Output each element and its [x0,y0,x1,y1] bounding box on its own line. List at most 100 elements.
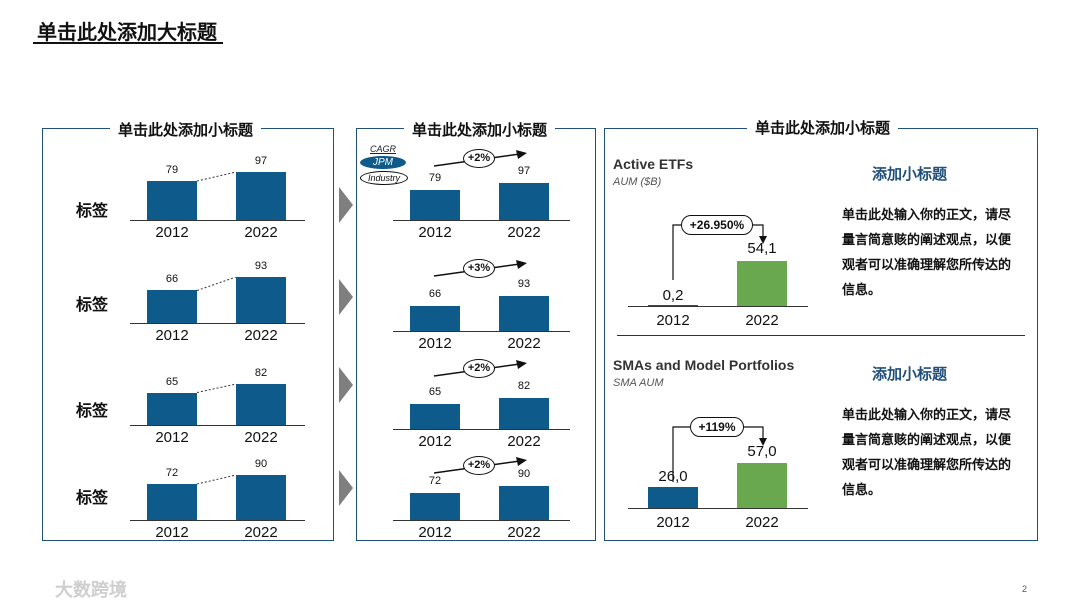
connector-line [197,384,237,393]
year-label: 2012 [656,312,690,329]
section-divider [617,335,1025,336]
section-title: Active ETFs [613,156,694,172]
value-2012: 79 [428,171,442,184]
value-2022: 93 [254,259,268,272]
year-label: 2022 [244,429,278,446]
bar-2022 [499,397,549,429]
section-subtitle: SMA AUM [613,377,664,389]
value-2012: 65 [428,386,442,399]
year-label: 2022 [507,433,541,450]
value-2012: 72 [165,467,179,479]
axis-line [628,306,808,307]
left-panel-title: 单击此处添加小标题 [110,119,262,140]
year-label: 2012 [155,224,189,241]
value-2022: 93 [517,277,531,290]
year-label: 2022 [745,312,779,329]
year-label: 2012 [155,429,189,446]
year-label: 2012 [155,524,189,541]
bar-2012 [648,487,698,508]
axis-line [130,323,305,324]
value-2022: 82 [517,379,531,392]
year-label: 2012 [656,514,690,531]
bar-2022 [499,485,549,520]
bar-2012 [410,404,460,429]
year-label: 2022 [244,224,278,241]
year-label: 2012 [418,433,452,450]
bar-2022 [236,384,286,425]
axis-line [628,508,808,509]
value-2012: 79 [165,163,179,176]
value-2022: 54,1 [747,240,777,257]
bar-2012 [410,305,460,331]
row-label: 标签 [76,203,109,220]
value-2022: 97 [517,165,531,178]
cagr-badge: +2% [463,149,495,168]
cagr-badge: +3% [463,259,495,278]
bar-2012 [147,180,197,220]
year-label: 2022 [507,524,541,541]
cagr-badge: +2% [463,359,495,378]
value-2012: 66 [428,287,442,300]
growth-badge: +119% [690,417,744,437]
section-heading: 添加小标题 [872,166,948,183]
axis-line [393,429,570,430]
axis-line [130,425,305,426]
year-label: 2012 [155,327,189,344]
value-2012: 72 [428,474,442,487]
chevron-right-icon [339,367,353,403]
bar-2022 [236,276,286,323]
legend-cagr: CAGR [370,144,397,154]
section-title: SMAs and Model Portfolios [613,357,795,373]
axis-line [393,520,570,521]
watermark-logo: 大数跨境 [55,580,127,600]
value-2022: 90 [517,467,531,480]
section-body: 单击此处输入你的正文，请尽量言简意赅的阐述观点，以便观者可以准确理解您所传达的信… [842,407,1012,497]
chevron-right-icon [339,470,353,506]
year-label: 2012 [418,524,452,541]
bar-2012 [147,392,197,425]
page-title: 单击此处添加大标题 [37,22,217,44]
axis-line [393,331,570,332]
bar-2012 [147,484,197,520]
value-2022: 57,0 [747,443,777,460]
year-label: 2022 [507,224,541,241]
bar-2022 [236,171,286,220]
connector-line [197,276,237,291]
value-2022: 90 [254,458,268,470]
section-subtitle: AUM ($B) [613,176,662,188]
year-label: 2022 [244,327,278,344]
bar-2012 [147,290,197,323]
chevron-right-icon [339,279,353,315]
value-2022: 82 [254,367,268,379]
axis-line [130,220,305,221]
section-heading: 添加小标题 [872,366,948,383]
title-underline [33,42,223,44]
year-label: 2022 [244,524,278,541]
value-2012: 66 [165,273,179,285]
connector-line [197,171,237,181]
value-2012: 0,2 [662,287,684,304]
axis-line [130,520,305,521]
bar-2012 [410,492,460,520]
axis-line [393,220,570,221]
bar-2022 [499,295,549,331]
legend-industry: Industry [360,171,408,185]
page-number: 2 [1022,584,1028,594]
year-label: 2022 [745,514,779,531]
middle-panel-title: 单击此处添加小标题 [404,119,556,140]
bar-2012 [648,305,698,306]
value-2022: 97 [254,154,268,167]
middle-panel [356,128,596,541]
connector-line [197,475,237,485]
legend-jpm: JPM [360,156,406,169]
row-label: 标签 [76,490,109,507]
section-body: 单击此处输入你的正文，请尽量言简意赅的阐述观点，以便观者可以准确理解您所传达的信… [842,207,1012,297]
row-label: 标签 [76,403,109,420]
cagr-badge: +2% [463,456,495,475]
bar-2022 [737,261,787,306]
bar-2022 [236,475,286,520]
bar-2012 [410,189,460,220]
year-label: 2012 [418,224,452,241]
bar-2022 [737,463,787,508]
bar-2022 [499,183,549,220]
